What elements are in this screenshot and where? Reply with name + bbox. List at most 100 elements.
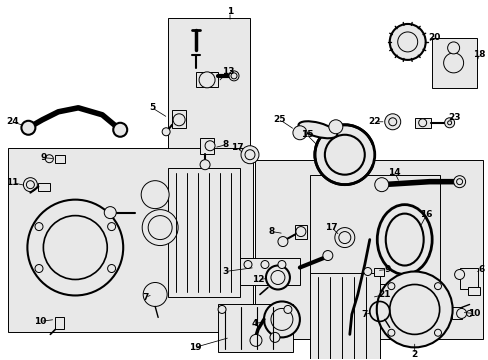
Circle shape <box>434 283 441 290</box>
Text: 9: 9 <box>384 265 390 274</box>
Text: 22: 22 <box>368 117 380 126</box>
Text: 21: 21 <box>378 290 390 299</box>
Circle shape <box>314 125 374 185</box>
Circle shape <box>35 222 43 231</box>
Circle shape <box>230 73 237 79</box>
Circle shape <box>447 42 459 54</box>
Circle shape <box>322 251 332 261</box>
Text: 18: 18 <box>472 50 485 59</box>
Circle shape <box>45 155 53 163</box>
Circle shape <box>244 261 251 269</box>
Circle shape <box>334 228 354 248</box>
Bar <box>240 257 299 285</box>
Circle shape <box>264 301 299 337</box>
Bar <box>451 307 461 319</box>
Text: 7: 7 <box>142 293 148 302</box>
Circle shape <box>104 207 116 219</box>
Bar <box>459 267 477 289</box>
Circle shape <box>200 160 210 170</box>
Circle shape <box>270 309 292 330</box>
Text: 17: 17 <box>230 143 243 152</box>
Text: 15: 15 <box>300 130 312 139</box>
Bar <box>414 118 430 128</box>
Circle shape <box>387 283 394 290</box>
Circle shape <box>328 120 342 134</box>
Bar <box>200 138 214 154</box>
Circle shape <box>228 71 239 81</box>
Text: 23: 23 <box>447 113 460 122</box>
Bar <box>172 110 186 128</box>
Circle shape <box>27 200 123 296</box>
Circle shape <box>397 32 417 52</box>
Bar <box>8 148 252 332</box>
Bar <box>55 318 64 329</box>
Circle shape <box>244 150 254 160</box>
Text: 9: 9 <box>40 153 46 162</box>
Circle shape <box>107 265 115 273</box>
Text: 1: 1 <box>226 8 233 17</box>
Circle shape <box>23 178 37 192</box>
Circle shape <box>466 310 471 316</box>
Bar <box>55 155 65 163</box>
Circle shape <box>269 332 279 342</box>
Circle shape <box>173 114 185 126</box>
Bar <box>309 175 439 284</box>
Circle shape <box>324 135 364 175</box>
Text: 6: 6 <box>477 265 484 274</box>
Text: 11: 11 <box>6 178 19 187</box>
Circle shape <box>21 121 35 135</box>
Ellipse shape <box>298 121 337 138</box>
Bar <box>168 168 240 297</box>
Circle shape <box>241 146 259 164</box>
Circle shape <box>43 216 107 279</box>
Circle shape <box>35 265 43 273</box>
Circle shape <box>387 329 394 336</box>
Text: 10: 10 <box>468 309 480 318</box>
Circle shape <box>265 266 289 289</box>
Circle shape <box>363 267 371 275</box>
Circle shape <box>384 114 400 130</box>
Text: 12: 12 <box>251 275 264 284</box>
Circle shape <box>389 24 425 60</box>
Circle shape <box>270 270 285 284</box>
Text: 14: 14 <box>387 168 400 177</box>
Circle shape <box>374 178 388 192</box>
Text: 8: 8 <box>268 227 275 236</box>
Circle shape <box>277 237 287 247</box>
Circle shape <box>376 271 452 347</box>
Circle shape <box>418 119 426 127</box>
Text: 2: 2 <box>411 350 417 359</box>
Circle shape <box>107 222 115 231</box>
Circle shape <box>277 261 285 269</box>
Ellipse shape <box>385 213 423 266</box>
Circle shape <box>261 261 268 269</box>
Circle shape <box>148 216 172 239</box>
Text: 5: 5 <box>149 103 155 112</box>
Bar <box>294 225 306 239</box>
Bar <box>467 288 479 296</box>
Circle shape <box>162 128 170 136</box>
Bar <box>168 18 249 188</box>
Circle shape <box>284 305 291 314</box>
Text: 19: 19 <box>188 343 201 352</box>
Circle shape <box>447 121 451 125</box>
Text: 25: 25 <box>273 115 285 124</box>
Bar <box>38 183 50 191</box>
Bar <box>196 72 218 87</box>
Circle shape <box>113 123 127 137</box>
Circle shape <box>389 284 439 334</box>
Circle shape <box>456 309 466 319</box>
Circle shape <box>434 329 441 336</box>
Bar <box>431 38 476 88</box>
Circle shape <box>292 126 306 140</box>
Text: 10: 10 <box>34 317 46 326</box>
Bar <box>254 160 482 339</box>
Circle shape <box>218 305 225 314</box>
Circle shape <box>295 226 305 237</box>
Text: 4: 4 <box>251 319 258 328</box>
Text: 20: 20 <box>427 33 440 42</box>
Text: 16: 16 <box>420 210 432 219</box>
Circle shape <box>204 141 215 151</box>
Text: 7: 7 <box>361 310 367 319</box>
Text: 13: 13 <box>222 67 234 76</box>
